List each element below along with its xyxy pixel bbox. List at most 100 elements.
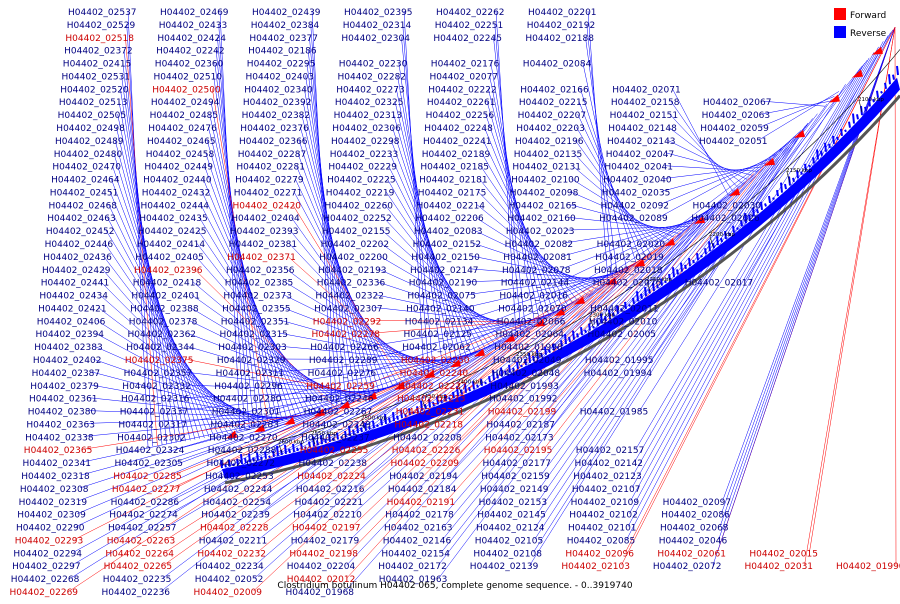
gene-label: H04402_02238 (299, 459, 368, 469)
gene-label: H04402_02144 (501, 279, 570, 289)
gene-label: H04402_02435 (139, 214, 208, 224)
gene-label: H04402_02384 (251, 21, 320, 31)
gene-label: H04402_02190 (409, 279, 478, 289)
gene-label: H04402_02153 (479, 498, 548, 508)
backbone-tick-label: 2100 kbp (858, 97, 884, 103)
gene-label: H04402_02444 (141, 201, 210, 211)
gene-leader-line (895, 27, 896, 565)
reverse-gene-mark (681, 263, 682, 272)
gene-label: H04402_02414 (137, 240, 206, 250)
gene-label: H04402_02306 (332, 124, 401, 134)
reverse-gene-mark (813, 157, 814, 163)
gene-label: H04402_01990 (836, 562, 900, 572)
gene-label: H04402_02297 (12, 562, 81, 572)
gene-label: H04402_02329 (217, 356, 286, 366)
gene-label: H04402_02303 (218, 343, 287, 353)
gene-label: H04402_02230 (339, 60, 408, 70)
gene-label: H04402_02066 (497, 317, 566, 327)
reverse-gene-mark (573, 331, 574, 340)
gene-label: H04402_02271 (234, 188, 303, 198)
gene-label: H04402_02224 (297, 472, 366, 482)
gene-label: H04402_02283 (210, 420, 279, 430)
gene-label: H04402_02084 (523, 60, 592, 70)
gene-label: H04402_02505 (58, 111, 127, 121)
gene-label: H04402_02211 (199, 536, 268, 546)
gene-label: H04402_02030 (693, 201, 762, 211)
reverse-gene-mark (781, 183, 782, 193)
reverse-gene-mark (581, 327, 582, 335)
reverse-gene-mark (585, 330, 586, 333)
gene-label: H04402_02363 (26, 420, 95, 430)
gene-label: H04402_02077 (430, 72, 499, 82)
gene-label: H04402_02441 (41, 279, 110, 289)
gene-label: H04402_02017 (685, 279, 754, 289)
gene-label: H04402_02377 (249, 34, 318, 44)
gene-label: H04402_02160 (507, 214, 576, 224)
gene-label: H04402_02235 (103, 575, 172, 585)
gene-label: H04402_02429 (42, 266, 111, 276)
gene-label: H04402_02176 (431, 60, 500, 70)
gene-label: H04402_02344 (126, 343, 195, 353)
gene-label: H04402_02085 (567, 536, 636, 546)
reverse-gene-mark (809, 165, 810, 167)
gene-label: H04402_02452 (46, 227, 115, 237)
gene-label: H04402_02051 (699, 137, 768, 147)
gene-label: H04402_02434 (39, 292, 108, 302)
gene-label: H04402_02338 (25, 433, 94, 443)
reverse-gene-mark (897, 66, 898, 75)
gene-label: H04402_02157 (576, 446, 645, 456)
gene-label: H04402_02152 (413, 240, 482, 250)
reverse-gene-mark (889, 74, 890, 84)
reverse-gene-mark (857, 114, 858, 119)
gene-label: H04402_02067 (703, 98, 772, 108)
gene-label: H04402_02468 (49, 201, 118, 211)
backbone-tick-label: 2200 kbp (709, 232, 735, 238)
gene-label: H04402_01994 (584, 369, 653, 379)
gene-label: H04402_02248 (424, 124, 493, 134)
gene-label: H04402_02267 (304, 408, 373, 418)
gene-label: H04402_02189 (422, 150, 491, 160)
gene-label: H04402_02254 (203, 498, 272, 508)
gene-label: H04402_02263 (107, 536, 176, 546)
gene-label: H04402_02125 (404, 330, 473, 340)
map-title: Clostridium botulinum H04402 065, comple… (277, 581, 632, 591)
gene-label: H04402_02433 (159, 21, 228, 31)
gene-label: H04402_02103 (561, 562, 630, 572)
gene-label: H04402_02355 (222, 304, 291, 314)
gene-label: H04402_02405 (135, 253, 204, 263)
gene-label: H04402_02143 (607, 137, 676, 147)
gene-label: H04402_02469 (160, 8, 229, 18)
gene-label: H04402_02203 (516, 124, 585, 134)
gene-label: H04402_02097 (663, 498, 732, 508)
gene-label: H04402_02395 (344, 8, 413, 18)
gene-label: H04402_02294 (13, 549, 82, 559)
gene-label: H04402_02026 (691, 214, 760, 224)
gene-label: H04402_02181 (419, 176, 488, 186)
reverse-gene-mark (277, 446, 278, 456)
gene-label: H04402_02305 (115, 459, 184, 469)
gene-label: H04402_02290 (16, 524, 85, 534)
gene-label: H04402_02439 (252, 8, 321, 18)
gene-label: H04402_02489 (55, 137, 124, 147)
gene-label: H04402_02371 (227, 253, 296, 263)
reverse-gene-mark (637, 291, 638, 301)
gene-label: H04402_02379 (30, 382, 99, 392)
gene-label: H04402_02234 (195, 562, 264, 572)
gene-label: H04402_01992 (489, 395, 558, 405)
gene-label: H04402_02147 (410, 266, 479, 276)
gene-label: H04402_02219 (326, 188, 395, 198)
legend-reverse-swatch (834, 26, 846, 38)
gene-label: H04402_02401 (131, 292, 200, 302)
gene-label: H04402_02403 (246, 72, 315, 82)
reverse-gene-mark (765, 203, 766, 206)
gene-label: H04402_02240 (400, 369, 469, 379)
gene-label: H04402_01998 (494, 343, 563, 353)
gene-label: H04402_02216 (296, 485, 365, 495)
reverse-gene-mark (845, 130, 846, 132)
gene-label: H04402_02149 (480, 485, 549, 495)
gene-label: H04402_02375 (125, 356, 194, 366)
gene-label: H04402_02376 (240, 124, 309, 134)
gene-label: H04402_02436 (43, 253, 112, 263)
gene-label: H04402_02159 (481, 472, 550, 482)
gene-label: H04402_02293 (15, 536, 84, 546)
